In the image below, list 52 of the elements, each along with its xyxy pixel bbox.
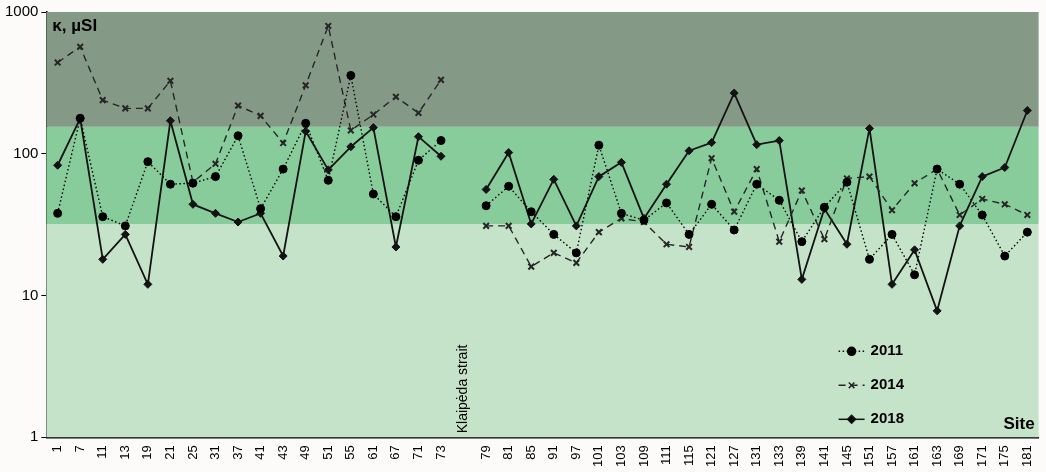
x-tick-label: 115 bbox=[680, 445, 696, 467]
legend-label: 2011 bbox=[870, 341, 904, 359]
x-tick-label: 49 bbox=[297, 445, 313, 460]
legend-label: 2014 bbox=[870, 375, 905, 393]
x-tick-label: 71 bbox=[410, 445, 426, 460]
x-tick-label: 181 bbox=[1018, 445, 1034, 468]
x-tick-label: 85 bbox=[522, 445, 538, 460]
x-tick-label: 19 bbox=[139, 445, 155, 460]
x-tick-label: 51 bbox=[319, 445, 335, 460]
x-tick-label: 157 bbox=[883, 445, 899, 468]
x-tick-label: 7 bbox=[71, 445, 87, 453]
x-tick-label: 81 bbox=[500, 445, 516, 460]
x-tick-label: 25 bbox=[184, 445, 200, 460]
x-tick-label: 97 bbox=[567, 445, 583, 460]
x-tick-label: 21 bbox=[161, 445, 177, 460]
x-tick-label: 1 bbox=[49, 445, 65, 453]
x-tick-label: 31 bbox=[207, 445, 223, 460]
x-tick-label: 145 bbox=[838, 445, 854, 468]
x-tick-label: 163 bbox=[928, 445, 944, 468]
y-tick-label: 10 bbox=[21, 285, 39, 303]
x-tick-label: 67 bbox=[387, 445, 403, 460]
x-tick-label: 175 bbox=[996, 445, 1012, 468]
x-tick-label: 43 bbox=[274, 445, 290, 460]
x-tick-label: 103 bbox=[612, 445, 628, 468]
x-tick-label: 121 bbox=[703, 445, 719, 468]
y-tick-label: 1000 bbox=[4, 2, 39, 20]
x-tick-label: 61 bbox=[364, 445, 380, 460]
annotation: Klaipėda strait bbox=[454, 344, 471, 434]
x-tick-label: 139 bbox=[793, 445, 809, 468]
y-axis-title: κ, µSI bbox=[52, 16, 98, 36]
x-tick-label: 141 bbox=[815, 445, 831, 468]
y-tick-label: 100 bbox=[13, 143, 39, 161]
x-tick-label: 13 bbox=[116, 445, 132, 460]
x-tick-label: 101 bbox=[590, 445, 606, 468]
x-tick-label: 55 bbox=[342, 445, 358, 460]
x-tick-label: 11 bbox=[94, 445, 110, 459]
x-tick-label: 41 bbox=[252, 445, 268, 460]
x-tick-label: 133 bbox=[770, 445, 786, 468]
x-tick-label: 171 bbox=[973, 445, 989, 468]
x-tick-label: 111 bbox=[658, 445, 674, 466]
x-tick-label: 169 bbox=[951, 445, 967, 468]
x-tick-label: 131 bbox=[748, 445, 764, 468]
x-tick-label: 37 bbox=[229, 445, 245, 460]
x-tick-label: 79 bbox=[477, 445, 493, 460]
x-tick-label: 73 bbox=[432, 445, 448, 460]
x-axis-title: Site bbox=[1003, 414, 1035, 434]
x-tick-label: 109 bbox=[635, 445, 651, 468]
x-tick-label: 161 bbox=[906, 445, 922, 468]
x-tick-label: 127 bbox=[725, 445, 741, 468]
legend-label: 2018 bbox=[870, 409, 904, 427]
x-tick-label: 151 bbox=[861, 445, 877, 468]
x-tick-label: 91 bbox=[545, 445, 561, 460]
